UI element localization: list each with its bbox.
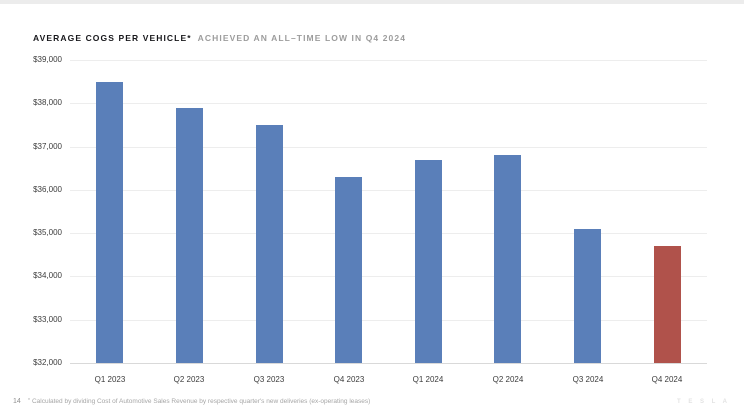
bar-q4-2023	[335, 177, 362, 363]
gridline	[70, 320, 707, 321]
x-axis-tick-label: Q3 2023	[253, 375, 285, 384]
bar-q2-2024	[494, 155, 521, 363]
gridline	[70, 233, 707, 234]
footnote: * Calculated by dividing Cost of Automoti…	[28, 398, 370, 405]
bar-q3-2024	[574, 229, 601, 363]
gridline	[70, 60, 707, 61]
gridline	[70, 103, 707, 104]
y-axis-tick-label: $38,000	[33, 98, 62, 107]
bar-q3-2023	[256, 125, 283, 363]
bar-q4-2024	[654, 246, 681, 363]
footnote-asterisk: *	[28, 398, 30, 404]
gridline	[70, 363, 707, 364]
y-axis-tick-label: $32,000	[33, 358, 62, 367]
chart-title: AVERAGE COGS PER VEHICLE* ACHIEVED AN ALL…	[33, 33, 406, 43]
y-axis-tick-label: $35,000	[33, 228, 62, 237]
page-number: 14	[13, 398, 21, 405]
tesla-watermark: T E S L A	[676, 399, 730, 405]
chart-title-secondary: ACHIEVED AN ALL–TIME LOW IN Q4 2024	[197, 33, 407, 43]
x-axis-tick-label: Q2 2024	[492, 375, 524, 384]
x-axis-tick-label: Q4 2024	[651, 375, 683, 384]
y-axis-tick-label: $33,000	[33, 315, 62, 324]
chart-title-primary: AVERAGE COGS PER VEHICLE*	[33, 33, 192, 43]
gridline	[70, 276, 707, 277]
bar-q2-2023	[176, 108, 203, 363]
x-axis-tick-label: Q3 2024	[572, 375, 604, 384]
gridline	[70, 147, 707, 148]
gridline	[70, 190, 707, 191]
x-axis-tick-label: Q1 2023	[94, 375, 126, 384]
bar-q1-2023	[96, 82, 123, 363]
x-axis-tick-label: Q4 2023	[333, 375, 365, 384]
y-axis-tick-label: $34,000	[33, 271, 62, 280]
x-axis-tick-label: Q2 2023	[173, 375, 205, 384]
bar-q1-2024	[415, 160, 442, 363]
top-edge-strip	[0, 0, 744, 4]
x-axis-tick-label: Q1 2024	[412, 375, 444, 384]
y-axis-tick-label: $36,000	[33, 185, 62, 194]
footnote-text: Calculated by dividing Cost of Automotiv…	[31, 398, 371, 405]
y-axis-tick-label: $37,000	[33, 142, 62, 151]
y-axis-tick-label: $39,000	[33, 55, 62, 64]
